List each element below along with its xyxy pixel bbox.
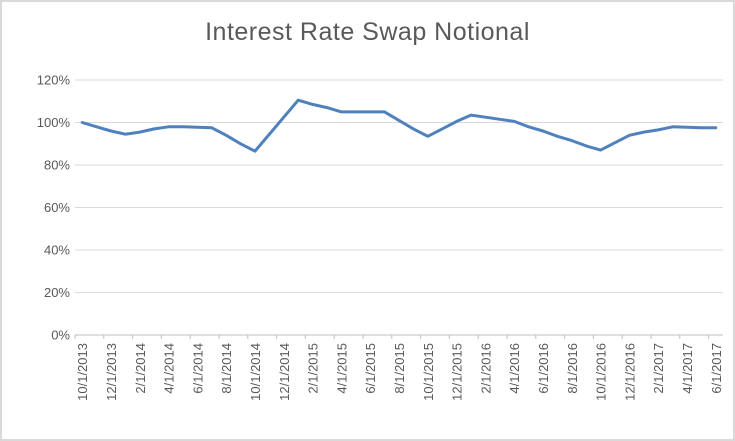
x-axis-label: 2/1/2016 — [478, 343, 493, 394]
x-axis-label: 6/1/2014 — [190, 343, 205, 394]
x-axis-label: 4/1/2014 — [162, 343, 177, 394]
y-axis-label: 40% — [44, 243, 70, 258]
y-axis-label: 100% — [37, 115, 71, 130]
x-axis-label: 8/1/2015 — [392, 343, 407, 394]
x-axis-label: 6/1/2015 — [363, 343, 378, 394]
y-axis-label: 80% — [44, 158, 70, 173]
y-axis-label: 20% — [44, 285, 70, 300]
x-axis-label: 4/1/2016 — [507, 343, 522, 394]
series-line — [80, 98, 718, 153]
x-axis-label: 10/1/2015 — [421, 343, 436, 401]
y-axis-label: 120% — [37, 73, 71, 88]
x-axis-label: 2/1/2017 — [651, 343, 666, 394]
x-axis-label: 2/1/2014 — [133, 343, 148, 394]
x-axis-label: 6/1/2017 — [709, 343, 724, 394]
x-axis-label: 10/1/2014 — [248, 343, 263, 401]
y-axis-label: 60% — [44, 200, 70, 215]
x-axis-label: 6/1/2016 — [536, 343, 551, 394]
y-axis-label: 0% — [51, 328, 70, 343]
x-axis-label: 12/1/2014 — [277, 343, 292, 401]
x-axis-label: 4/1/2015 — [334, 343, 349, 394]
x-axis-label: 12/1/2016 — [622, 343, 637, 401]
x-axis-label: 12/1/2013 — [104, 343, 119, 401]
x-axis-label: 8/1/2014 — [219, 343, 234, 394]
x-axis-label: 10/1/2013 — [75, 343, 90, 401]
chart-title: Interest Rate Swap Notional — [205, 18, 530, 46]
x-axis-label: 4/1/2017 — [680, 343, 695, 394]
x-axis-label: 10/1/2016 — [594, 343, 609, 401]
x-axis-label: 8/1/2016 — [565, 343, 580, 394]
x-axis-label: 12/1/2015 — [450, 343, 465, 401]
x-axis-label: 2/1/2015 — [306, 343, 321, 394]
